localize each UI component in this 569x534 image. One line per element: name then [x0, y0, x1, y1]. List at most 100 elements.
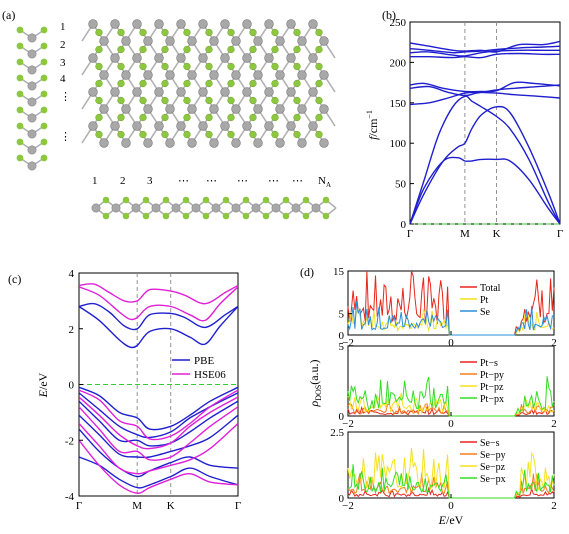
pt-atom	[99, 36, 109, 46]
top-view-structure	[81, 19, 336, 148]
pt-atom	[88, 87, 98, 97]
pt-atom	[176, 53, 186, 63]
kpoint-label: Γ	[76, 500, 82, 512]
pt-atom	[176, 121, 186, 131]
panel-b-label: (b)	[382, 8, 396, 22]
phonon-branch-5	[409, 84, 561, 97]
pt-atom	[231, 104, 241, 114]
se-atom	[102, 196, 110, 204]
pt-atom	[297, 138, 307, 148]
se-atom	[293, 79, 301, 88]
pt-atom	[253, 70, 263, 80]
se-atom	[40, 42, 48, 50]
row-label-6: ⋮	[60, 131, 71, 143]
pt-atom	[319, 104, 329, 114]
dos-legend-se: Se−s Se−py Se−pz Se−px	[460, 438, 506, 485]
pbe-band-5	[79, 400, 238, 447]
xtick-label: 2	[551, 418, 557, 430]
pt-atom	[143, 138, 153, 148]
pt-atom	[165, 138, 175, 148]
ytick-label: 50	[395, 179, 407, 191]
pt-atom	[231, 138, 241, 148]
se-atom	[205, 113, 213, 122]
ytick-label: 100	[390, 138, 407, 150]
col-label-2: 2	[120, 175, 126, 187]
pt-atom	[220, 53, 230, 63]
se-atom	[205, 96, 213, 105]
se-atom	[242, 212, 250, 220]
pt-atom	[110, 121, 120, 131]
se-atom	[249, 62, 257, 71]
se-atom	[139, 130, 147, 139]
pt-atom	[286, 121, 296, 131]
pt-atom	[154, 121, 164, 131]
kpoint-label: K	[167, 500, 175, 512]
band-legend: PBE HSE06	[172, 355, 226, 381]
se-atom	[40, 122, 48, 130]
pt-atom	[209, 70, 219, 80]
se-atom	[293, 62, 301, 71]
se-atom	[183, 113, 191, 122]
se-atom	[249, 45, 257, 54]
pt-atom	[286, 19, 296, 29]
se-atom	[95, 28, 103, 37]
row-label-2: 2	[60, 39, 66, 51]
xtick-label: 2	[551, 500, 557, 512]
se-atom	[227, 79, 235, 88]
pt-atom	[264, 19, 274, 29]
pt-atom	[187, 36, 197, 46]
se-atom	[161, 130, 169, 139]
se-atom	[222, 212, 230, 220]
pt-atom	[251, 203, 261, 213]
se-atom	[40, 106, 48, 114]
se-atom	[202, 196, 210, 204]
se-atom	[293, 28, 301, 37]
pt-atom	[99, 104, 109, 114]
pt-atom	[242, 53, 252, 63]
phonon-branch-7	[409, 52, 561, 59]
col-label-6: ⋯	[237, 175, 248, 187]
phonon-ylabel: f/cm−1	[365, 110, 380, 140]
se-atom	[262, 212, 270, 220]
se-atom	[95, 113, 103, 122]
col-label-1: 1	[92, 175, 98, 187]
se-atom	[16, 154, 24, 162]
pt-atom	[231, 70, 241, 80]
se-atom	[117, 130, 125, 139]
ytick-label: 0	[339, 330, 345, 342]
se-atom	[227, 62, 235, 71]
pt-atom	[187, 138, 197, 148]
pt-atom	[143, 70, 153, 80]
se-atom	[205, 45, 213, 54]
se-atom	[183, 62, 191, 71]
pt-atom	[275, 138, 285, 148]
hse06-band-3	[79, 389, 238, 441]
dos-legend-pt: Pt−s Pt−py Pt−pz Pt−px	[460, 358, 504, 405]
pt-atom	[242, 19, 252, 29]
se-atom	[282, 196, 290, 204]
se-atom	[40, 138, 48, 146]
row-label-4: 4	[60, 73, 66, 85]
hse06-band-1	[79, 286, 238, 322]
se-atom	[16, 90, 24, 98]
se-atom	[16, 122, 24, 130]
se-atom	[293, 45, 301, 54]
col-label-8: ⋯	[292, 175, 303, 187]
pt-atom	[111, 203, 121, 213]
se-atom	[271, 62, 279, 71]
se-atom	[161, 96, 169, 105]
legend-label-se-s: Se−s	[480, 438, 500, 449]
pt-atom	[220, 121, 230, 131]
pt-atom	[110, 87, 120, 97]
pt-atom	[209, 36, 219, 46]
se-atom	[202, 212, 210, 220]
ytick-label: 0	[339, 493, 345, 505]
se-atom	[40, 58, 48, 66]
column-labels: 1 2 3 ⋯ ⋯ ⋯ ⋯ ⋯	[92, 175, 303, 187]
ytick-label: 5	[339, 309, 345, 321]
pt-atom	[209, 104, 219, 114]
se-atom	[40, 74, 48, 82]
legend-label-pt-pz: Pt−pz	[480, 382, 504, 393]
se-atom	[315, 28, 323, 37]
